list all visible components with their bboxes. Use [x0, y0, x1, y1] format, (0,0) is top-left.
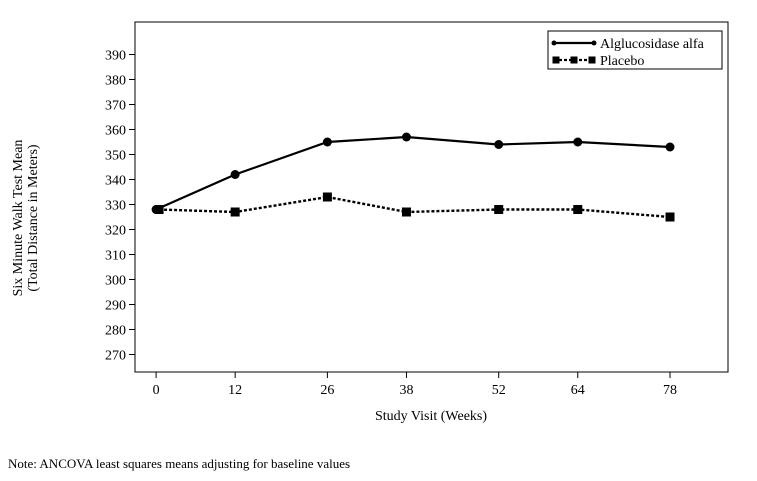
data-point-circle: [230, 170, 240, 179]
data-point-circle: [665, 142, 675, 152]
y-tick-label: 300: [105, 274, 126, 289]
data-point-square: [401, 207, 411, 217]
x-tick-label: 26: [320, 383, 334, 398]
y-tick-label: 340: [105, 174, 126, 189]
legend-label: Placebo: [600, 54, 644, 69]
y-tick-label: 320: [105, 224, 126, 239]
y-tick-label: 270: [105, 349, 126, 364]
legend-marker: [551, 40, 557, 46]
legend: Alglucosidase alfa Placebo: [547, 30, 723, 70]
series-alglucosidase-alfa: [151, 132, 675, 214]
data-point-circle: [573, 137, 583, 147]
footnote: Note: ANCOVA least squares means adjusti…: [8, 456, 351, 471]
x-tick-label: 64: [571, 383, 585, 398]
x-axis: 0 12 26 38 52 64 78: [153, 372, 677, 398]
legend-marker: [591, 40, 597, 46]
data-point-square: [494, 205, 504, 214]
legend-entry: Placebo: [552, 54, 644, 69]
y-axis-label: Six Minute Walk Test Mean (Total Distanc…: [11, 140, 41, 297]
y-tick-label: 290: [105, 299, 126, 314]
y-axis-label-line-1: Six Minute Walk Test Mean: [11, 140, 26, 297]
y-axis: 270 280 290 300 310 320 330 340 350 360 370 380 390: [105, 49, 135, 364]
data-point-square: [573, 205, 583, 214]
y-tick-label: 360: [105, 124, 126, 139]
y-tick-label: 390: [105, 49, 126, 64]
data-point-circle: [494, 140, 504, 149]
line-chart: 270280290300310320330340350360370380390 …: [11, 21, 729, 424]
data-point-square: [665, 212, 675, 222]
data-point-square: [230, 207, 240, 217]
legend-marker: [552, 56, 560, 64]
legend-entry: Alglucosidase alfa: [551, 37, 705, 52]
y-tick-label: 330: [105, 199, 126, 214]
data-point-square: [154, 205, 164, 214]
legend-label: Alglucosidase alfa: [600, 37, 705, 52]
y-tick-label: 310: [105, 249, 126, 264]
y-tick-label: 370: [105, 99, 126, 114]
x-axis-label: Study Visit (Weeks): [375, 409, 487, 424]
x-tick-label: 78: [663, 383, 677, 398]
x-tick-label: 38: [399, 383, 413, 398]
data-point-circle: [322, 137, 332, 147]
legend-marker: [570, 56, 578, 64]
plot-frame: [134, 21, 729, 373]
y-tick-label: 350: [105, 149, 126, 164]
series-layer: [151, 132, 675, 222]
data-point-square: [322, 192, 332, 202]
legend-marker: [588, 56, 596, 64]
x-tick-label: 12: [228, 383, 242, 398]
x-tick-label: 0: [153, 383, 160, 398]
data-point-circle: [401, 132, 411, 142]
x-tick-label: 52: [492, 383, 506, 398]
y-axis-label-line-2: (Total Distance in Meters): [26, 144, 41, 291]
y-tick-label: 380: [105, 74, 126, 89]
y-tick-label: 280: [105, 324, 126, 339]
series-placebo: [154, 192, 675, 222]
